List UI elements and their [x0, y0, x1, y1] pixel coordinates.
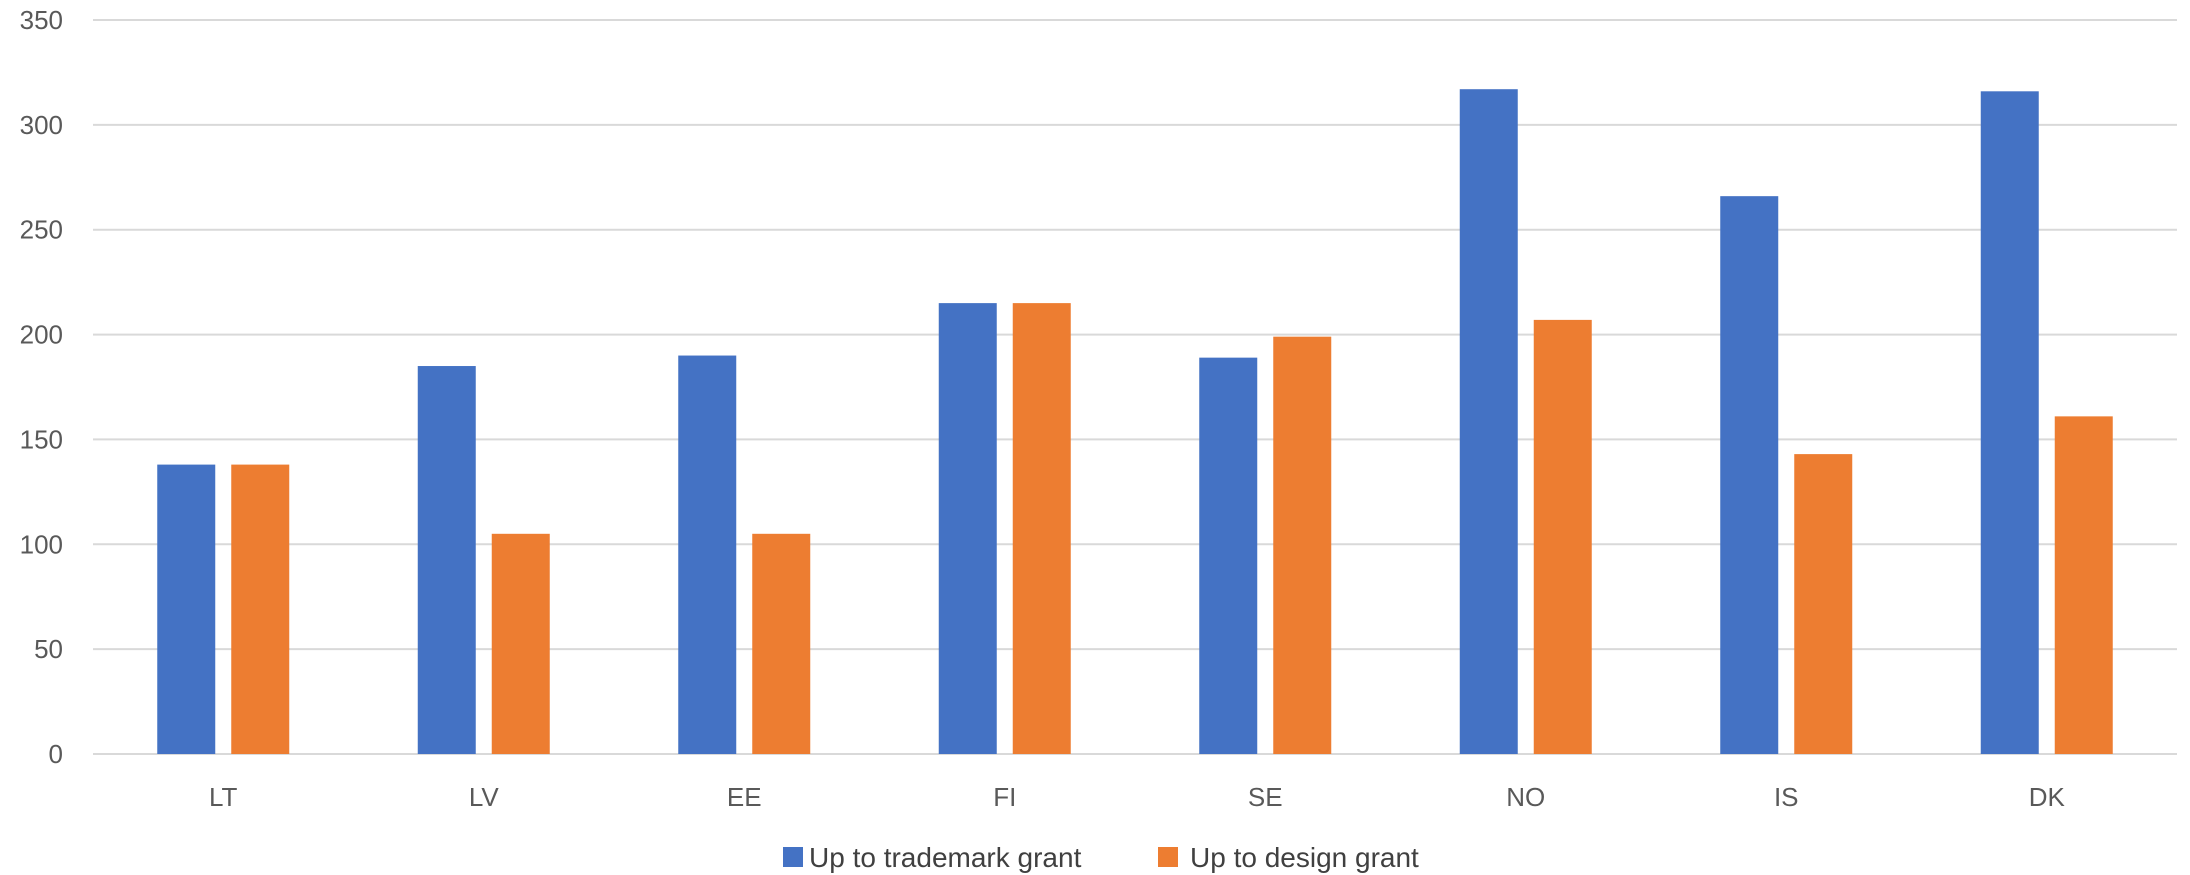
x-tick-label: EE — [727, 782, 762, 812]
x-tick-label: IS — [1774, 782, 1799, 812]
bar-fi-series-1 — [938, 303, 997, 754]
x-tick-label: NO — [1506, 782, 1545, 812]
bar-ee-series-2 — [752, 533, 811, 754]
x-tick-label: DK — [2029, 782, 2066, 812]
x-tick-label: LV — [469, 782, 500, 812]
y-tick-label: 200 — [20, 320, 63, 350]
bar-no-series-1 — [1459, 89, 1518, 755]
legend-swatch-series-2 — [1158, 847, 1178, 867]
y-tick-label: 250 — [20, 215, 63, 245]
bar-dk-series-1 — [1980, 91, 2039, 754]
bar-fi-series-2 — [1012, 303, 1071, 754]
legend: Up to trademark grant Up to design grant — [783, 842, 1419, 873]
bars — [157, 89, 2113, 755]
y-tick-label: 0 — [49, 739, 63, 769]
x-axis-tick-labels: LT LV EE FI SE NO IS DK — [209, 782, 2065, 812]
bar-dk-series-2 — [2054, 416, 2113, 754]
legend-label-series-2: Up to design grant — [1190, 842, 1419, 873]
x-tick-label: LT — [209, 782, 238, 812]
bar-se-series-1 — [1199, 357, 1258, 754]
y-axis-tick-labels: 0 50 100 150 200 250 300 350 — [20, 5, 63, 769]
x-tick-label: SE — [1248, 782, 1283, 812]
bar-lt-series-2 — [231, 464, 290, 754]
bar-ee-series-1 — [678, 355, 737, 754]
x-tick-label: FI — [993, 782, 1016, 812]
y-tick-label: 100 — [20, 529, 63, 559]
bar-lt-series-1 — [157, 464, 216, 754]
y-tick-label: 300 — [20, 110, 63, 140]
bar-no-series-2 — [1533, 319, 1592, 754]
bar-se-series-2 — [1273, 336, 1332, 754]
bar-is-series-2 — [1794, 454, 1853, 754]
y-tick-label: 50 — [34, 634, 63, 664]
legend-swatch-series-1 — [783, 847, 803, 867]
y-tick-label: 350 — [20, 5, 63, 35]
legend-label-series-1: Up to trademark grant — [809, 842, 1082, 873]
bar-lv-series-2 — [491, 533, 550, 754]
gridlines — [93, 19, 2177, 755]
y-tick-label: 150 — [20, 424, 63, 454]
bar-lv-series-1 — [417, 366, 476, 754]
bar-is-series-1 — [1720, 196, 1779, 754]
